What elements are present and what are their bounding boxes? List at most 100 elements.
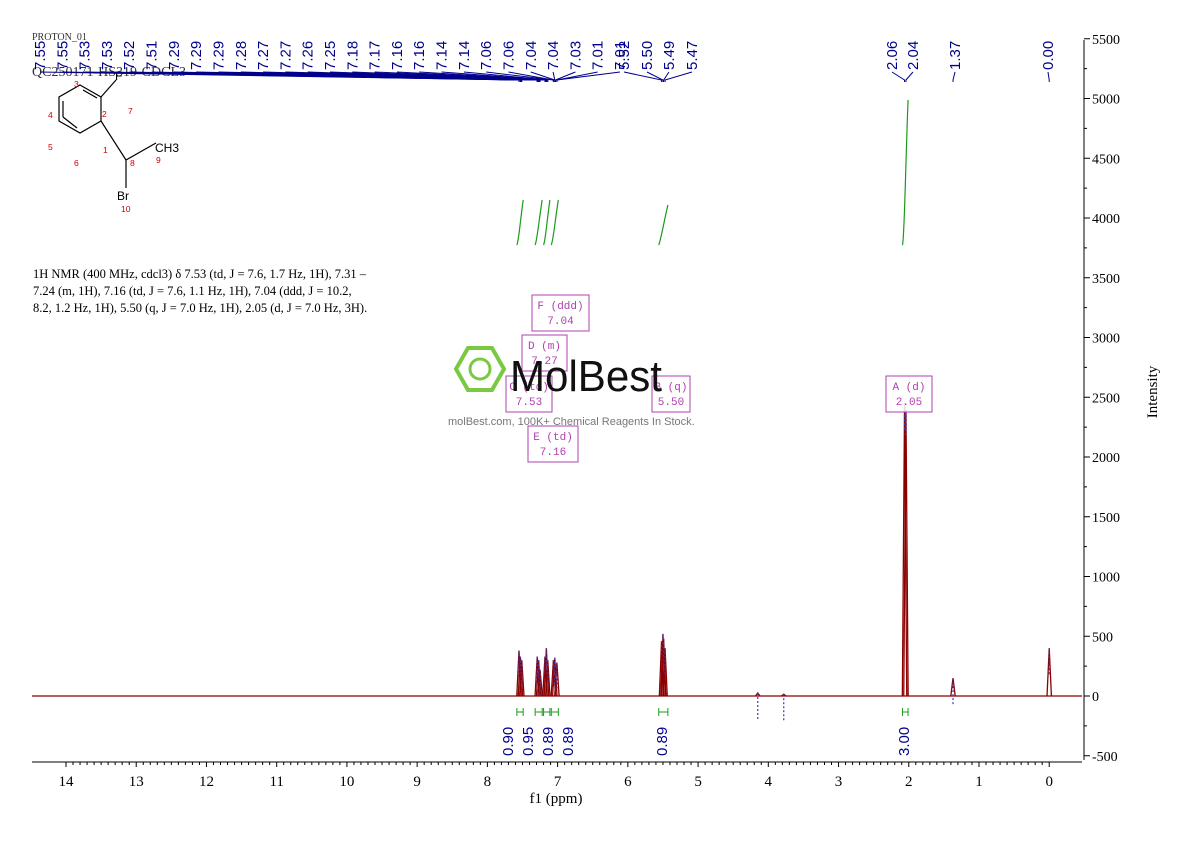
atom-number-5: 5 <box>48 142 53 152</box>
nmr-description: 1H NMR (400 MHz, cdcl3) δ 7.53 (td, J = … <box>33 267 368 315</box>
integral-value: 0.89 <box>560 727 577 756</box>
spectrum-peak <box>1046 648 1053 697</box>
peak-label: 7.06 <box>478 41 495 70</box>
multiplet-frame <box>521 334 568 372</box>
peak-label: 7.17 <box>367 41 384 70</box>
multiplet-box: B (q) 5.50 <box>651 375 691 413</box>
multiplet-label: C (td) <box>509 382 549 394</box>
multiplet-label: E (td) <box>533 432 573 444</box>
axes: 14 13 12 11 10 9 8 7 6 5 4 3 2 1 055005000450040003500… <box>32 33 1120 790</box>
peak-label-connector <box>905 71 914 82</box>
integral-value: 0.90 <box>500 727 517 756</box>
y-tick-label: 2500 <box>1092 391 1120 406</box>
peak-label-connector <box>952 71 956 82</box>
y-tick-label: 5500 <box>1092 33 1120 48</box>
y-tick-label: 4500 <box>1092 152 1120 167</box>
multiplet-label: F (ddd) <box>537 301 583 313</box>
multiplet-frame <box>527 425 579 463</box>
atom-f: F <box>115 69 122 83</box>
atom-number-10: 10 <box>121 204 131 214</box>
peak-label: 7.04 <box>545 41 562 70</box>
x-tick-label: 6 <box>624 774 632 790</box>
x-tick-label: 12 <box>199 774 214 790</box>
x-tick-label: 14 <box>59 774 75 790</box>
header-line1: PROTON_01 <box>32 32 87 43</box>
y-tick-label: -500 <box>1092 750 1118 765</box>
peak-label-connector <box>646 71 664 82</box>
atom-number-9: 9 <box>156 155 161 165</box>
multiplet-label: D (m) <box>528 341 561 353</box>
peak-label: 7.18 <box>344 41 361 70</box>
multiplet-box: A (d) 2.05 <box>885 375 933 413</box>
peak-label: 7.27 <box>255 41 272 70</box>
peak-label-connector <box>664 71 693 82</box>
peak-label: 7.25 <box>322 41 339 70</box>
peak-label: 7.16 <box>389 41 406 70</box>
multiplet-box: D (m) 7.27 <box>521 334 568 372</box>
x-tick-label: 8 <box>484 774 492 790</box>
peak-label: 7.03 <box>567 41 584 70</box>
atom-number-8: 8 <box>130 158 135 168</box>
integral-value: 0.89 <box>540 727 557 756</box>
peak-label: 7.14 <box>456 41 473 70</box>
peak-label: 7.53 <box>99 41 116 70</box>
y-tick-label: 3000 <box>1092 332 1120 347</box>
peak-label: 7.29 <box>210 41 227 70</box>
peak-label-connector <box>663 71 670 82</box>
peak-label: 7.26 <box>300 41 317 70</box>
x-tick-label: 3 <box>835 774 843 790</box>
peak-label: 7.06 <box>500 41 517 70</box>
y-tick-label: 1500 <box>1092 511 1120 526</box>
peak-label: 7.16 <box>411 41 428 70</box>
peak-label-connector <box>552 71 556 82</box>
atom-number-4: 4 <box>48 110 53 120</box>
y-tick-label: 4000 <box>1092 212 1120 227</box>
integrals: 0.90 0.95 0.89 0.89 0.89 3.00 <box>500 99 913 756</box>
atom-number-6: 6 <box>74 158 79 168</box>
atom-number-3: 3 <box>74 79 79 89</box>
peak-label: 7.28 <box>233 41 250 70</box>
peak-label: 5.47 <box>684 41 701 70</box>
atom-br: Br <box>117 189 129 203</box>
x-tick-label: 5 <box>694 774 702 790</box>
watermark-logo-icon <box>453 346 507 392</box>
peak-label-connector <box>463 71 549 82</box>
watermark-tagline: molBest.com, 100K+ Chemical Reagents In … <box>448 416 695 428</box>
peak-label: 7.53 <box>77 41 94 70</box>
peak-label: 2.06 <box>884 41 901 70</box>
integral-curve <box>550 199 559 246</box>
atom-number-7: 7 <box>128 106 133 116</box>
multiplet-shift: 5.50 <box>658 397 684 409</box>
molecule-structure <box>58 79 157 188</box>
x-axis-label: f1 (ppm) <box>530 791 583 807</box>
x-tick-label: 2 <box>905 774 913 790</box>
peak-label: 5.50 <box>639 41 656 70</box>
x-tick-label: 0 <box>1045 774 1053 790</box>
y-tick-label: 0 <box>1092 690 1099 705</box>
peak-label-connector <box>891 71 906 82</box>
integral-curve <box>901 99 909 246</box>
peak-label: 7.55 <box>32 41 49 70</box>
peak-label-connector <box>623 71 663 82</box>
integral-value: 0.95 <box>520 727 537 756</box>
peak-label-connector <box>555 71 576 82</box>
multiplet-shift: 7.16 <box>540 447 566 459</box>
multiplet-shift: 2.05 <box>896 397 922 409</box>
multiplet-frame <box>531 294 590 332</box>
peak-label: 7.04 <box>523 41 540 70</box>
peak-label: 7.29 <box>188 41 205 70</box>
multiplet-shift: 7.53 <box>516 397 542 409</box>
x-tick-label: 13 <box>129 774 144 790</box>
multiplet-box: E (td) 7.16 <box>527 425 579 463</box>
peak-label: 1.37 <box>947 41 964 70</box>
multiplet-box: F (ddd) 7.04 <box>531 294 590 332</box>
multiplet-label: A (d) <box>892 382 925 394</box>
multiplet-frame <box>885 375 933 413</box>
atom-ch3: CH3 <box>155 141 179 155</box>
integral-curve <box>542 199 551 246</box>
peak-label: 5.52 <box>616 41 633 70</box>
watermark-brand: MolBest <box>510 352 662 401</box>
integral-curve <box>516 199 524 246</box>
y-tick-label: 2000 <box>1092 451 1120 466</box>
